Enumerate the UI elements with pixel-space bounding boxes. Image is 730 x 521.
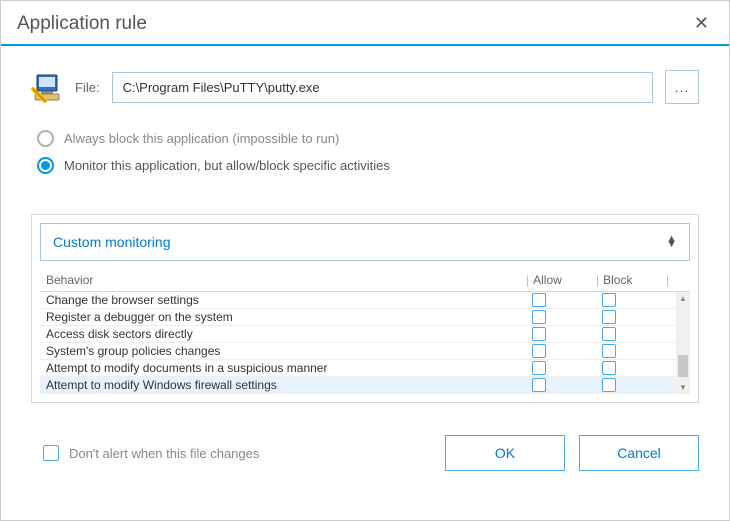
mode-radio-group: Always block this application (impossibl… <box>37 130 699 174</box>
behavior-label: Change the browser settings <box>46 293 532 307</box>
app-icon <box>31 71 63 103</box>
block-checkbox[interactable] <box>602 378 616 392</box>
table-body: Change the browser settings Register a de… <box>40 291 690 394</box>
radio-always-block[interactable]: Always block this application (impossibl… <box>37 130 699 147</box>
block-checkbox[interactable] <box>602 293 616 307</box>
table-row[interactable]: Change the browser settings <box>40 292 690 309</box>
block-checkbox[interactable] <box>602 327 616 341</box>
block-checkbox[interactable] <box>602 361 616 375</box>
dont-alert-checkbox[interactable]: Don't alert when this file changes <box>43 445 431 461</box>
table-row[interactable]: Attempt to modify documents in a suspici… <box>40 360 690 377</box>
col-allow: |Allow <box>526 273 596 287</box>
behavior-label: Register a debugger on the system <box>46 310 532 324</box>
ok-button[interactable]: OK <box>445 435 565 471</box>
titlebar: Application rule ✕ <box>1 1 729 46</box>
dropdown-value: Custom monitoring <box>53 234 171 250</box>
allow-checkbox[interactable] <box>532 327 546 341</box>
updown-icon: ▲▼ <box>666 237 677 247</box>
allow-checkbox[interactable] <box>532 344 546 358</box>
allow-checkbox[interactable] <box>532 310 546 324</box>
col-end: | <box>666 273 684 287</box>
radio-monitor[interactable]: Monitor this application, but allow/bloc… <box>37 157 699 174</box>
preset-dropdown[interactable]: Custom monitoring ▲▼ <box>40 223 690 261</box>
allow-checkbox[interactable] <box>532 378 546 392</box>
file-label: File: <box>75 80 100 95</box>
file-row: File: ... <box>31 70 699 104</box>
behavior-table: Behavior |Allow |Block | Change the brow… <box>40 269 690 394</box>
scroll-up-icon[interactable]: ▲ <box>679 292 687 305</box>
dialog-footer: Don't alert when this file changes OK Ca… <box>1 435 729 487</box>
monitoring-panel: Custom monitoring ▲▼ Behavior |Allow |Bl… <box>31 214 699 403</box>
table-row[interactable]: System's group policies changes <box>40 343 690 360</box>
col-behavior: Behavior <box>46 273 526 287</box>
col-block: |Block <box>596 273 666 287</box>
dialog-content: File: ... Always block this application … <box>1 46 729 435</box>
radio-icon <box>37 130 54 147</box>
radio-label: Always block this application (impossibl… <box>64 131 339 146</box>
scroll-thumb[interactable] <box>678 355 688 377</box>
behavior-label: Access disk sectors directly <box>46 327 532 341</box>
scrollbar[interactable]: ▲ ▼ <box>676 292 690 394</box>
behavior-label: Attempt to modify Windows firewall setti… <box>46 378 532 392</box>
checkbox-icon <box>43 445 59 461</box>
block-checkbox[interactable] <box>602 310 616 324</box>
close-icon[interactable]: ✕ <box>688 11 715 36</box>
radio-icon <box>37 157 54 174</box>
scroll-down-icon[interactable]: ▼ <box>679 381 687 394</box>
allow-checkbox[interactable] <box>532 293 546 307</box>
block-checkbox[interactable] <box>602 344 616 358</box>
cancel-button[interactable]: Cancel <box>579 435 699 471</box>
behavior-label: Attempt to modify documents in a suspici… <box>46 361 532 375</box>
table-header: Behavior |Allow |Block | <box>40 269 690 291</box>
file-path-input[interactable] <box>112 72 653 103</box>
table-row[interactable]: Access disk sectors directly <box>40 326 690 343</box>
table-row[interactable]: Register a debugger on the system <box>40 309 690 326</box>
radio-label: Monitor this application, but allow/bloc… <box>64 158 390 173</box>
browse-button[interactable]: ... <box>665 70 699 104</box>
dialog-title: Application rule <box>17 13 147 35</box>
behavior-label: System's group policies changes <box>46 344 532 358</box>
table-row[interactable]: Attempt to modify Windows firewall setti… <box>40 377 690 394</box>
allow-checkbox[interactable] <box>532 361 546 375</box>
checkbox-label: Don't alert when this file changes <box>69 446 259 461</box>
